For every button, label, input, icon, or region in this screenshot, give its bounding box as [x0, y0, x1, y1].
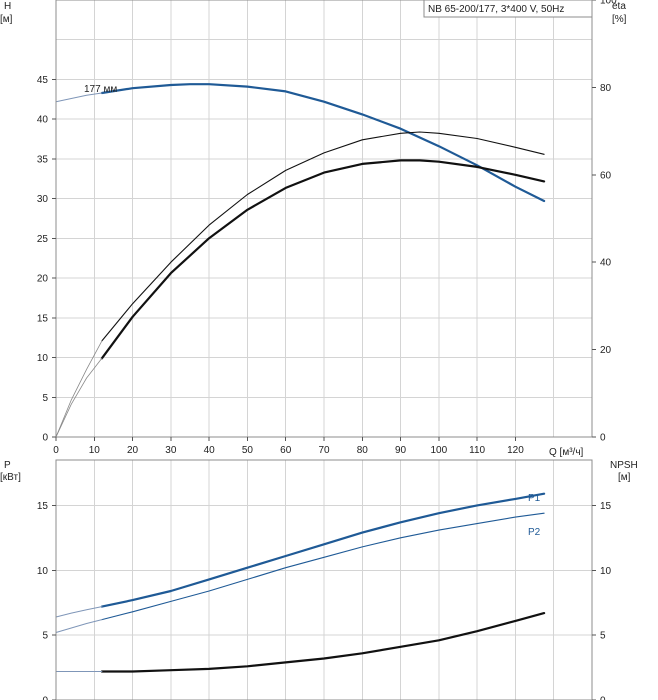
right-tick-label: 0	[600, 696, 606, 700]
curve-0-4	[55, 340, 103, 438]
power-axis-label: P	[4, 460, 11, 471]
bottom-curves	[55, 492, 546, 673]
curve-1-1	[101, 512, 545, 621]
bottom-tick-labels: 0 5 10 15 0 5 10 15	[37, 501, 612, 700]
top-grid	[56, 0, 592, 437]
curve-0-5	[55, 357, 103, 438]
impeller-diameter-label: 177 мм	[84, 84, 117, 95]
x-tick-label: 60	[280, 445, 292, 456]
eta-axis-label: eta	[612, 1, 626, 12]
power-axis-unit: [кВт]	[0, 472, 21, 483]
curve-1-2	[55, 606, 103, 618]
npsh-axis-label: NPSH	[610, 460, 638, 471]
right-tick-label: 5	[600, 631, 606, 642]
left-tick-label: 30	[37, 194, 49, 205]
left-tick-label: 45	[37, 75, 49, 86]
left-tick-label: 15	[37, 313, 49, 324]
left-tick-label: 5	[42, 393, 48, 404]
model-label: NB 65-200/177, 3*400 V, 50Hz	[428, 4, 564, 15]
head-efficiency-panel: 0 5 10 15 20 25 30 35 40 45 0 20 40 60 80 100 0 10 20 30 40 5…	[0, 0, 627, 458]
x-tick-label: 100	[431, 445, 448, 456]
left-tick-label: 10	[37, 566, 49, 577]
right-tick-label: 60	[600, 170, 612, 181]
x-tick-label: 20	[127, 445, 139, 456]
left-tick-label: 25	[37, 234, 49, 245]
npsh-axis-unit: [м]	[618, 472, 631, 483]
right-tick-label: 100	[600, 0, 617, 7]
x-tick-label: 70	[318, 445, 330, 456]
left-tick-label: 5	[42, 631, 48, 642]
left-tick-label: 35	[37, 154, 49, 165]
x-tick-label: 80	[357, 445, 369, 456]
left-tick-label: 10	[37, 353, 49, 364]
top-curves	[55, 83, 546, 438]
curve-0-3	[100, 159, 546, 360]
curve-1-3	[55, 619, 103, 633]
curve-1-0	[100, 492, 546, 608]
head-axis-label: H	[4, 1, 11, 12]
p2-series-label: P2	[528, 527, 541, 538]
right-tick-label: 80	[600, 83, 612, 94]
left-tick-label: 40	[37, 115, 49, 126]
curve-1-4	[100, 612, 546, 673]
x-tick-label: 120	[507, 445, 524, 456]
x-tick-label: 30	[165, 445, 177, 456]
left-tick-label: 20	[37, 274, 49, 285]
curve-0-2	[101, 131, 545, 342]
p1-series-label: P1	[528, 493, 541, 504]
x-tick-label: 10	[89, 445, 101, 456]
x-tick-label: 0	[53, 445, 59, 456]
top-tick-labels: 0 5 10 15 20 25 30 35 40 45 0 20 40 60 80 100 0 10 20 30 40 5…	[37, 0, 617, 456]
right-tick-label: 10	[600, 566, 612, 577]
eta-axis-unit: [%]	[612, 14, 627, 25]
x-tick-label: 50	[242, 445, 254, 456]
curve-0-0	[100, 83, 546, 203]
left-tick-label: 15	[37, 501, 49, 512]
flow-axis-label: Q [м³/ч]	[549, 447, 584, 458]
bottom-plot-frame	[55, 459, 593, 700]
right-tick-label: 15	[600, 501, 612, 512]
head-axis-unit: [м]	[0, 14, 13, 25]
x-tick-label: 110	[469, 445, 485, 456]
x-tick-label: 40	[204, 445, 216, 456]
x-tick-label: 90	[395, 445, 407, 456]
left-tick-label: 0	[42, 696, 48, 700]
right-tick-label: 40	[600, 258, 612, 269]
power-npsh-panel: 0 5 10 15 0 5 10 15 P [кВт] NPSH [м] P1 P2	[0, 459, 638, 700]
bottom-grid	[56, 460, 592, 700]
right-tick-label: 20	[600, 345, 612, 356]
right-tick-label: 0	[600, 433, 606, 444]
model-label-box	[423, 0, 593, 18]
left-tick-label: 0	[42, 433, 48, 444]
curve-0-1	[55, 92, 103, 103]
